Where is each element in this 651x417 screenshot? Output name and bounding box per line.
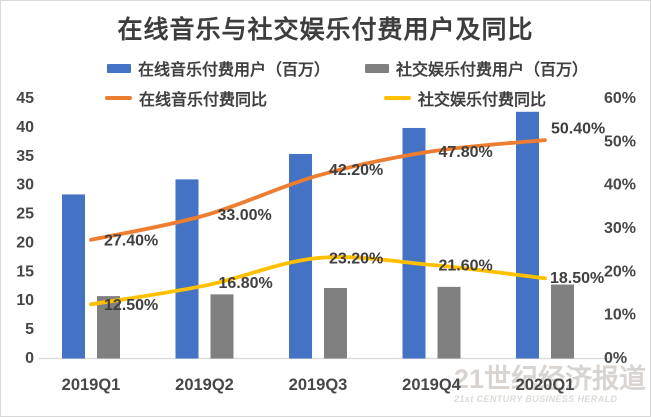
bar-music-users-2019Q1 (62, 194, 85, 359)
legend-label: 在线音乐付费同比 (139, 92, 268, 109)
legend-item-music-users: 在线音乐付费用户（百万） (107, 59, 331, 79)
y-axis-right-tick: 40% (604, 177, 636, 194)
y-axis-left-tick: 30 (16, 177, 34, 194)
line-social-yoy (89, 255, 547, 307)
social-yoy-swatch (384, 96, 411, 100)
legend-item-social-users: 社交娱乐付费用户（百万） (365, 59, 589, 79)
y-axis-right-tick: 60% (604, 90, 636, 107)
data-label-social-yoy: 21.60% (439, 257, 493, 274)
y-axis-left-tick: 40 (16, 119, 34, 136)
bar-music-users-2019Q4 (402, 127, 426, 359)
y-axis-left-tick: 5 (25, 321, 34, 338)
legend-label: 在线音乐付费用户（百万） (138, 62, 331, 79)
social-users-swatch (365, 63, 389, 73)
bar-social-users-2019Q2 (210, 294, 234, 359)
y-axis-left-tick: 35 (16, 148, 34, 165)
data-label-music-yoy: 33.00% (218, 207, 272, 224)
y-axis-left-tick: 20 (16, 234, 34, 251)
bar-social-users-2019Q1 (97, 296, 120, 359)
data-label-music-yoy: 27.40% (104, 232, 158, 249)
x-axis-category-label: 2019Q3 (289, 376, 348, 394)
bar-social-users-2019Q3 (324, 288, 347, 359)
legend-label: 社交娱乐付费同比 (418, 92, 547, 109)
y-axis-right-tick: 20% (604, 263, 636, 280)
x-axis-category-label: 2019Q2 (175, 376, 234, 394)
line-music-yoy (89, 138, 547, 242)
data-label-social-yoy: 12.50% (104, 297, 158, 314)
chart-title: 在线音乐与社交娱乐付费用户及同比 (117, 16, 534, 44)
legend-label: 社交娱乐付费用户（百万） (396, 62, 589, 79)
data-label-social-yoy: 23.20% (329, 251, 383, 268)
data-label-social-yoy: 16.80% (219, 275, 273, 292)
data-label-social-yoy: 18.50% (550, 270, 604, 287)
legend-item-music-yoy: 在线音乐付费同比 (105, 89, 268, 109)
x-axis-category-label: 2019Q1 (62, 376, 121, 394)
music-users-swatch (107, 63, 131, 73)
y-axis-left-tick: 10 (16, 292, 34, 309)
y-axis-right-tick: 0% (604, 350, 627, 367)
y-axis-left-tick: 45 (16, 90, 34, 107)
legend-item-social-yoy: 社交娱乐付费同比 (384, 89, 547, 109)
data-label-music-yoy: 42.20% (329, 162, 383, 179)
x-axis-category-label: 2019Q4 (402, 376, 462, 394)
y-axis-right-tick: 30% (604, 220, 636, 237)
data-label-music-yoy: 47.80% (439, 144, 493, 161)
bar-music-users-2019Q3 (289, 153, 312, 359)
bar-music-users-2020Q1 (516, 111, 539, 359)
y-axis-right-tick: 10% (604, 307, 636, 324)
y-axis-left-tick: 15 (16, 263, 34, 280)
bar-social-users-2019Q4 (437, 286, 461, 359)
y-axis-left-tick: 25 (16, 206, 34, 223)
x-axis-category-label: 2020Q1 (516, 376, 575, 394)
bar-social-users-2020Q1 (551, 284, 574, 359)
data-label-music-yoy: 50.40% (551, 121, 605, 138)
music-yoy-swatch (105, 96, 132, 100)
y-axis-left-tick: 0 (25, 350, 34, 367)
y-axis-right-tick: 50% (604, 133, 636, 150)
bar-music-users-2019Q2 (175, 179, 199, 359)
